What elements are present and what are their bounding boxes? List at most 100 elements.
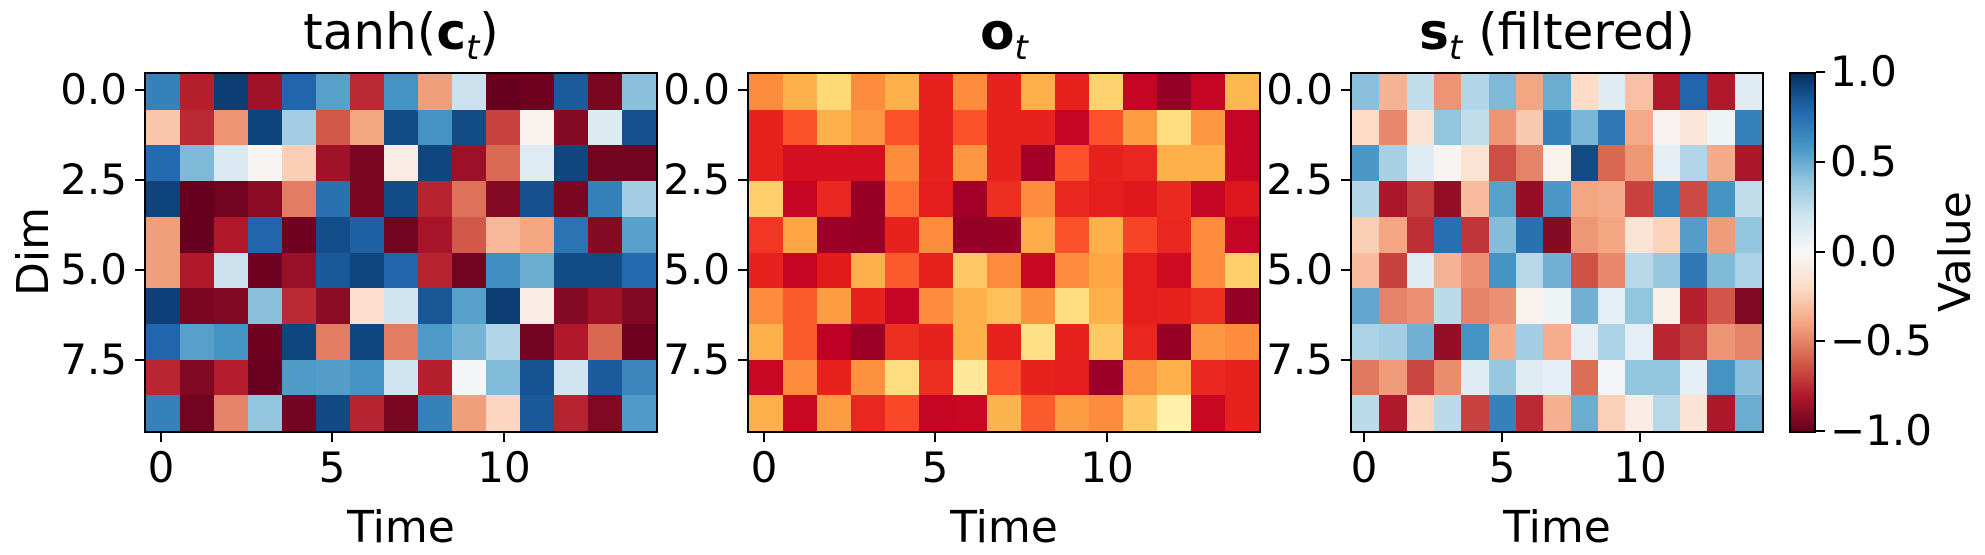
- title-text: ): [479, 3, 499, 61]
- heatmap-cell: [282, 181, 316, 217]
- heatmap-cell: [486, 145, 520, 182]
- heatmap-cell: [1406, 145, 1434, 182]
- heatmap-cell: [248, 216, 282, 253]
- heatmap-cell: [1707, 74, 1735, 110]
- heatmap-cell: [885, 323, 919, 360]
- heatmap-cell: [146, 288, 180, 324]
- heatmap-cell: [1055, 216, 1089, 253]
- heatmap-cell: [1734, 359, 1762, 396]
- heatmap-cell: [1625, 288, 1653, 324]
- heatmap-cell: [1225, 181, 1259, 217]
- heatmap-cell: [384, 109, 418, 146]
- heatmap-cell: [1434, 216, 1462, 253]
- heatmap-cell: [987, 181, 1021, 217]
- heatmap-cell: [851, 181, 885, 217]
- heatmap-cell: [1157, 359, 1191, 396]
- heatmap-cell: [1707, 359, 1735, 396]
- x-tick-mark: [1106, 433, 1108, 442]
- heatmap-cell: [1406, 252, 1434, 289]
- heatmap-cell: [783, 252, 817, 289]
- colorbar-label-value: Value: [1930, 191, 1981, 313]
- heatmap-cell: [783, 181, 817, 217]
- heatmap-cell: [248, 145, 282, 182]
- heatmap-cell: [554, 74, 588, 110]
- heatmap-cell: [1123, 359, 1157, 396]
- heatmap-cell: [214, 359, 248, 396]
- heatmap-cell: [953, 145, 987, 182]
- heatmap-cell: [783, 323, 817, 360]
- heatmap-cell: [1543, 252, 1571, 289]
- heatmap-cell: [953, 181, 987, 217]
- heatmap-cell: [1488, 288, 1516, 324]
- heatmap-cell: [1625, 359, 1653, 396]
- heatmap-cell: [1157, 109, 1191, 146]
- heatmap-cell: [1652, 74, 1680, 110]
- heatmap-cell: [1680, 216, 1708, 253]
- heatmap-cell: [987, 74, 1021, 110]
- heatmap-cell: [588, 288, 622, 324]
- heatmap-cell: [520, 288, 554, 324]
- heatmap-cell: [749, 288, 783, 324]
- heatmap-cell: [452, 288, 486, 324]
- heatmap-cell: [1461, 323, 1489, 360]
- heatmap-cell: [1225, 109, 1259, 146]
- heatmap-cell: [749, 216, 783, 253]
- heatmap-cell: [486, 181, 520, 217]
- heatmap-cell: [1625, 323, 1653, 360]
- y-tick-label: 0.0: [60, 65, 127, 114]
- heatmap-cell: [783, 109, 817, 146]
- colorbar-tick-mark: [1816, 430, 1825, 432]
- y-tick-mark: [135, 179, 144, 181]
- heatmap-cell: [987, 252, 1021, 289]
- heatmap-cell: [1021, 288, 1055, 324]
- heatmap-cell: [1157, 252, 1191, 289]
- heatmap-cell: [520, 216, 554, 253]
- heatmap-cell: [452, 323, 486, 360]
- colorbar-tick-mark: [1816, 71, 1825, 73]
- heatmap-cell: [817, 252, 851, 289]
- colorbar-tick-label: −0.5: [1830, 316, 1932, 365]
- heatmap-cell: [1352, 395, 1380, 431]
- heatmap-cell: [418, 395, 452, 431]
- heatmap-cell: [919, 181, 953, 217]
- y-tick-label: 0.0: [663, 65, 730, 114]
- heatmap-cell: [282, 216, 316, 253]
- heatmap-cell: [1516, 395, 1544, 431]
- heatmap-cell: [1406, 216, 1434, 253]
- heatmap-cell: [520, 109, 554, 146]
- heatmap-cell: [1570, 323, 1598, 360]
- heatmap-cell: [520, 74, 554, 110]
- heatmap-cell: [749, 74, 783, 110]
- heatmap-cell: [987, 109, 1021, 146]
- heatmap-cell: [1707, 216, 1735, 253]
- heatmap-cell: [588, 109, 622, 146]
- heatmap-cell: [953, 74, 987, 110]
- heatmap-cell: [1406, 74, 1434, 110]
- y-tick-label: 7.5: [60, 335, 127, 384]
- heatmap-cell: [1516, 74, 1544, 110]
- heatmap-cell: [749, 109, 783, 146]
- heatmap-cell: [1406, 323, 1434, 360]
- heatmap-cell: [851, 323, 885, 360]
- heatmap-cell: [1625, 145, 1653, 182]
- heatmap-cell: [214, 216, 248, 253]
- heatmap-cell: [1021, 252, 1055, 289]
- heatmap-cell: [180, 109, 214, 146]
- y-tick-mark: [1341, 359, 1350, 361]
- heatmap-cell: [282, 359, 316, 396]
- heatmap-cell: [1680, 323, 1708, 360]
- heatmap-cell: [1123, 109, 1157, 146]
- heatmap-cell: [316, 359, 350, 396]
- heatmap-cell: [851, 359, 885, 396]
- y-tick-mark: [738, 179, 747, 181]
- heatmap-cell: [817, 181, 851, 217]
- heatmap-cell: [418, 109, 452, 146]
- heatmap-cell: [316, 288, 350, 324]
- heatmap-cell: [1157, 74, 1191, 110]
- heatmap-cell: [1352, 359, 1380, 396]
- heatmap-cell: [350, 252, 384, 289]
- heatmap-cell: [1089, 323, 1123, 360]
- heatmap-cell: [248, 74, 282, 110]
- heatmap-cell: [452, 216, 486, 253]
